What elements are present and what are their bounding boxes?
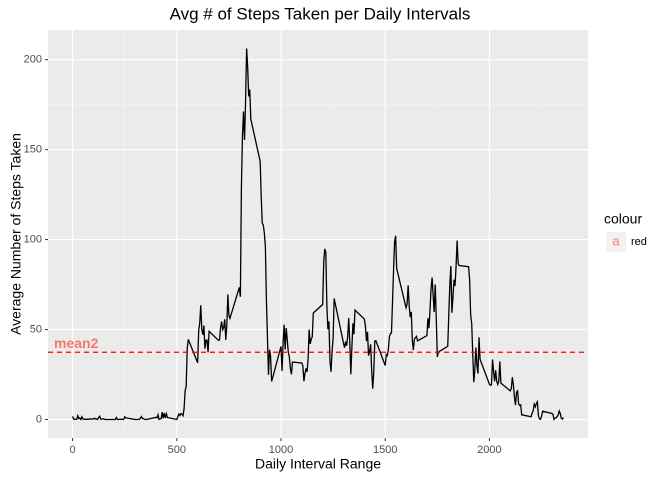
legend-key-glyph: a <box>612 233 620 248</box>
chart-title: Avg # of Steps Taken per Daily Intervals <box>170 4 471 23</box>
y-tick-label: 200 <box>24 54 42 66</box>
x-tick-label: 1000 <box>269 444 293 456</box>
panel <box>48 30 588 438</box>
x-axis-label: Daily Interval Range <box>255 456 381 472</box>
legend-title: colour <box>604 211 642 227</box>
legend-label: red <box>631 236 647 248</box>
y-axis-label: Average Number of Steps Taken <box>8 133 24 335</box>
mean-label: mean2 <box>54 335 99 351</box>
x-tick-label: 500 <box>168 444 186 456</box>
y-tick-label: 50 <box>30 323 42 335</box>
x-tick-label: 2000 <box>477 444 501 456</box>
y-tick-label: 0 <box>36 413 42 425</box>
x-tick-label: 0 <box>70 444 76 456</box>
data-line <box>71 48 564 422</box>
y-tick-label: 150 <box>24 144 42 156</box>
x-tick-label: 1500 <box>373 444 397 456</box>
legend-key <box>606 232 626 252</box>
y-tick-label: 100 <box>24 233 42 245</box>
